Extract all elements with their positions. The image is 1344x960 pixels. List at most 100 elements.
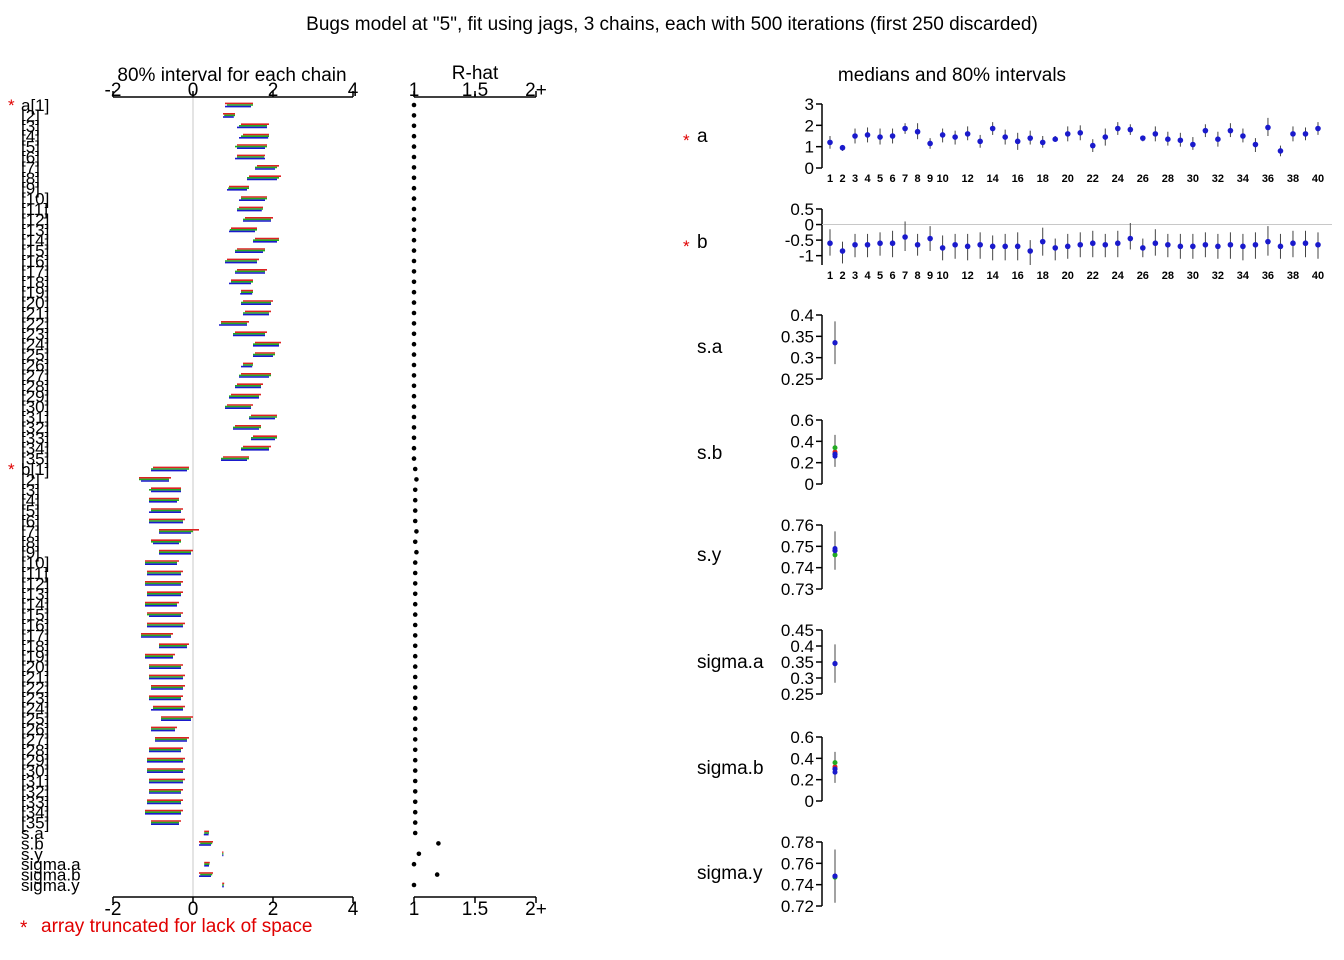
median-point xyxy=(1165,136,1171,142)
median-point xyxy=(1215,136,1221,142)
median-point xyxy=(864,132,871,138)
x-tick-label: 10 xyxy=(936,173,948,185)
x-tick-label: 16 xyxy=(1012,270,1024,282)
x-tick-label: 12 xyxy=(962,270,974,282)
panel-label: s.y xyxy=(697,545,722,566)
rhat-point xyxy=(412,716,418,721)
row-label: [3] xyxy=(21,117,40,136)
y-tick-label: 0 xyxy=(805,216,814,235)
median-point xyxy=(1252,241,1259,248)
row-label: [30] xyxy=(21,762,49,781)
row-label: [8] xyxy=(21,533,40,552)
rhat-point xyxy=(411,341,417,347)
row-label: [6] xyxy=(21,512,40,531)
rhat-point xyxy=(412,705,418,711)
row-label: [2] xyxy=(21,470,40,489)
rhat-point xyxy=(411,185,417,191)
median-point xyxy=(914,128,921,135)
left-interval-chart: -2 0 2 4-2 0 2 4* a[1][2][3][4][5][6][7][8][9][… xyxy=(8,80,359,920)
y-tick-label: 0.4 xyxy=(790,432,814,451)
median-point xyxy=(1315,241,1321,248)
rhat-point xyxy=(411,196,417,201)
median-point xyxy=(952,241,958,248)
panel-label: s.b xyxy=(697,443,722,464)
panel-label: sigma.y xyxy=(697,863,763,884)
y-tick-label: 0.4 xyxy=(790,637,814,656)
median-point xyxy=(1140,135,1146,141)
rhat-point xyxy=(411,217,417,222)
rhat-point xyxy=(411,113,417,118)
rhat-point xyxy=(411,456,417,461)
rhat-point xyxy=(411,175,417,181)
x-tick-label: 10 xyxy=(936,270,948,282)
x-tick-label: 40 xyxy=(1312,270,1324,282)
rhat-point xyxy=(411,362,417,368)
median-point xyxy=(1202,241,1209,248)
median-point xyxy=(1064,243,1071,250)
rhat-point xyxy=(412,737,418,742)
median-point xyxy=(902,234,908,240)
rhat-point xyxy=(412,643,418,649)
row-label: [21] xyxy=(21,668,49,687)
x-tick-label: 14 xyxy=(987,270,1000,282)
row-label: [9] xyxy=(21,179,40,198)
y-tick-label: 0.45 xyxy=(781,621,814,640)
y-tick-label: 0.4 xyxy=(790,306,814,325)
rhat-point xyxy=(412,466,418,472)
median-point xyxy=(852,241,858,248)
row-label: [12] xyxy=(21,210,49,229)
x-tick-label: 16 xyxy=(1012,173,1024,185)
rhat-point xyxy=(411,279,417,285)
x-tick-label: 36 xyxy=(1262,270,1274,282)
row-label: [7] xyxy=(21,522,40,541)
x-tick-label: 34 xyxy=(1237,270,1250,282)
panel-label: sigma.a xyxy=(697,652,764,673)
row-label: [34] xyxy=(21,803,49,822)
x-tick-label: 12 xyxy=(962,173,974,185)
x-tick-label: 2 xyxy=(839,270,845,282)
row-label: [10] xyxy=(21,554,49,573)
rhat-point xyxy=(412,685,418,690)
x-tick-label: 34 xyxy=(1237,173,1250,185)
median-point xyxy=(1102,134,1109,140)
median-point xyxy=(852,133,858,139)
rhat-point xyxy=(411,248,417,253)
median-point xyxy=(1064,131,1071,137)
rhat-point xyxy=(411,165,417,170)
x-tick-label: 9 xyxy=(927,173,933,185)
row-label: [16] xyxy=(21,252,49,271)
rhat-point xyxy=(412,799,418,805)
rhat-point xyxy=(411,133,417,139)
y-tick-label: 0 xyxy=(805,792,814,811)
x-tick-label: 26 xyxy=(1137,173,1149,185)
y-tick-label: 3 xyxy=(805,95,814,114)
rhat-point xyxy=(411,300,417,305)
rhat-tick-label: 1.5 xyxy=(462,899,488,920)
median-point xyxy=(1140,245,1146,251)
x-tick-label: 4 xyxy=(348,80,359,101)
x-tick-label: 4 xyxy=(864,270,871,282)
median-point xyxy=(1027,248,1034,254)
median-point xyxy=(1002,134,1008,140)
rhat-tick-label: 2+ xyxy=(525,899,547,920)
median-point xyxy=(1077,130,1084,136)
x-tick-label: 30 xyxy=(1187,270,1199,282)
x-tick-label: 7 xyxy=(902,173,908,185)
row-label: [13] xyxy=(21,221,49,240)
rhat-tick-label: 1 xyxy=(409,80,420,101)
median-point xyxy=(1152,131,1159,137)
y-tick-label: 1 xyxy=(805,138,814,157)
x-tick-label: 20 xyxy=(1062,173,1074,185)
y-tick-label: 0.6 xyxy=(790,728,814,747)
rhat-point xyxy=(434,872,440,877)
median-point xyxy=(927,140,933,147)
truncation-star: * xyxy=(683,237,690,256)
rhat-point xyxy=(411,289,417,295)
rhat-point xyxy=(411,123,417,129)
median-point xyxy=(1277,243,1284,250)
row-label: [33] xyxy=(21,793,49,812)
row-label: s.a xyxy=(21,824,44,843)
row-label: [24] xyxy=(21,699,49,718)
x-tick-label: 2 xyxy=(268,899,279,920)
rhat-tick-label: 2+ xyxy=(525,80,547,101)
